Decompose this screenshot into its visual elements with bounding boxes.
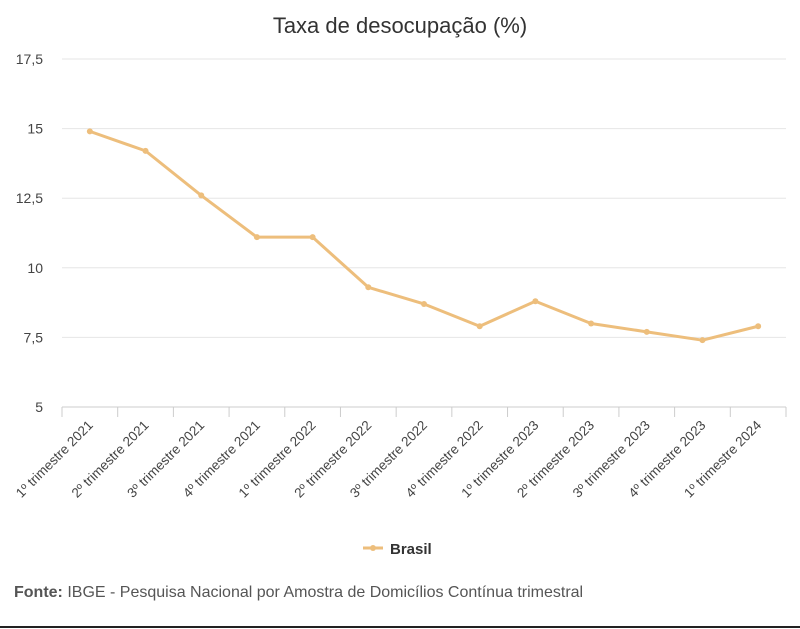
series-brasil[interactable] bbox=[86, 128, 762, 344]
data-point[interactable] bbox=[532, 298, 539, 305]
legend[interactable]: Brasil bbox=[363, 541, 432, 558]
data-point[interactable] bbox=[253, 234, 260, 241]
source-label: Fonte: bbox=[14, 584, 63, 601]
data-point[interactable] bbox=[755, 323, 762, 330]
data-point[interactable] bbox=[643, 328, 650, 335]
data-point[interactable] bbox=[421, 300, 427, 307]
chart-title: Taxa de desocupação (%) bbox=[273, 13, 527, 38]
y-tick-label: 12,5 bbox=[16, 190, 43, 206]
y-tick-label: 5 bbox=[35, 399, 43, 415]
bottom-divider bbox=[0, 626, 800, 628]
y-tick-label: 15 bbox=[27, 121, 43, 137]
y-tick-label: 17,5 bbox=[16, 51, 43, 67]
data-point[interactable] bbox=[198, 192, 205, 199]
line-chart: Taxa de desocupação (%) 5 7,5 10 12,5 15 17,5… bbox=[13, 13, 787, 558]
data-point[interactable] bbox=[309, 234, 316, 241]
legend-label-brasil: Brasil bbox=[390, 541, 432, 558]
data-point[interactable] bbox=[476, 323, 483, 330]
source-note: Fonte: IBGE - Pesquisa Nacional por Amos… bbox=[14, 584, 583, 602]
y-tick-label: 10 bbox=[27, 260, 43, 276]
source-text: IBGE - Pesquisa Nacional por Amostra de … bbox=[67, 584, 584, 601]
data-point[interactable] bbox=[588, 320, 595, 327]
data-point[interactable] bbox=[142, 147, 149, 154]
legend-marker-icon bbox=[370, 545, 376, 551]
grid-lines bbox=[62, 58, 786, 338]
y-axis-ticks: 5 7,5 10 12,5 15 17,5 bbox=[16, 51, 43, 415]
data-point[interactable] bbox=[365, 284, 372, 291]
data-point[interactable] bbox=[699, 337, 706, 344]
series-line[interactable] bbox=[88, 129, 760, 342]
y-tick-label: 7,5 bbox=[24, 329, 44, 345]
data-point[interactable] bbox=[86, 128, 93, 135]
